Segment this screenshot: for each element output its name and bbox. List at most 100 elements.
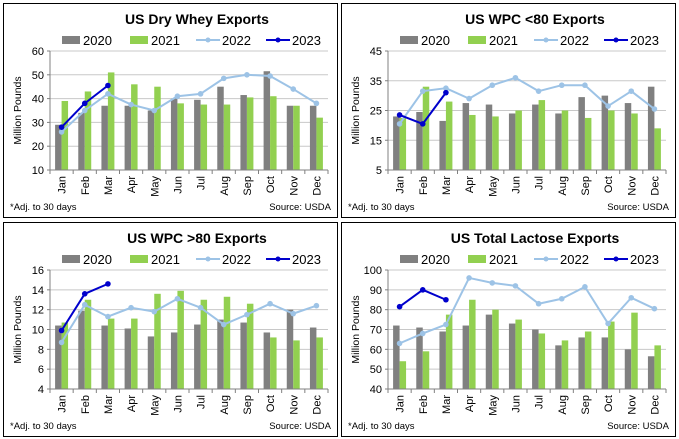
bar-2021-jan (399, 361, 407, 389)
y-tick-label: 14 (32, 285, 44, 297)
bar-2020-dec (309, 105, 317, 170)
bar-2021-dec (316, 337, 323, 389)
point-2022-dec (313, 302, 320, 309)
x-axis: Jan Feb Mar Apr May Jun Jul Aug Sep Oct Nov Dec (387, 388, 667, 416)
legend-swatch-2021 (130, 255, 148, 263)
y-tick-label: 5 (376, 165, 382, 177)
bar-2021-may (154, 86, 161, 170)
legend-marker-2022 (543, 37, 549, 43)
x-axis: Jan Feb Mar Apr May Jun Jul Aug Sep Oct Nov Dec (387, 169, 667, 197)
y-tick-label: 25 (370, 106, 382, 118)
bars (55, 290, 323, 389)
point-2023-mar (443, 89, 449, 96)
bar-2021-jan (399, 117, 407, 170)
x-tick-label: May (149, 395, 161, 416)
lines (58, 281, 320, 346)
bar-2020-aug (555, 345, 562, 389)
bar-series-2020 (393, 314, 655, 389)
y-axis: 5 15 25 35 45 (370, 46, 389, 177)
bar-2020-dec (309, 327, 317, 389)
point-2022-apr (128, 101, 134, 108)
legend-label-2020: 2020 (83, 33, 112, 48)
chart-panel-dry-whey: US Dry Whey Exports 2020 2021 2022 2023 10 20 3… (3, 3, 338, 218)
bar-2020-jul (532, 104, 539, 170)
bar-2020-mar (439, 120, 446, 170)
source-note: Source: USDA (607, 202, 669, 213)
bar-2021-oct (608, 321, 615, 389)
bar-2020-may (147, 110, 155, 170)
x-tick-label: Aug (557, 395, 569, 415)
point-2023-feb (419, 287, 426, 293)
y-tick-label: 20 (32, 141, 44, 153)
legend-marker-2022 (543, 256, 549, 262)
point-2022-jan (396, 121, 403, 127)
x-tick-label: Nov (626, 395, 638, 415)
bar-2021-aug (561, 340, 569, 389)
legend-item-2022: 2022 (534, 33, 589, 48)
bar-2021-mar (445, 101, 453, 170)
point-2022-may (151, 308, 158, 315)
x-tick-label: Dec (649, 176, 661, 196)
bar-2021-feb (84, 299, 92, 389)
x-tick-label: Jan (57, 395, 69, 413)
bar-2021-aug (223, 104, 231, 170)
chart-panel-wpc-under-80: US WPC <80 Exports 2020 2021 2022 2023 5 15 25 3… (341, 3, 676, 218)
x-tick-label: Jul (534, 395, 546, 409)
bar-2021-oct (270, 337, 277, 389)
point-2022-mar (105, 313, 111, 320)
point-2023-feb (81, 291, 88, 297)
point-2022-dec (651, 106, 658, 112)
bar-2020-jan (55, 325, 62, 389)
bar-2021-jul (538, 333, 546, 389)
x-tick-label: Dec (311, 176, 323, 196)
point-2022-apr (128, 304, 134, 311)
chart-legend: 2020 2021 2022 2023 (62, 252, 321, 267)
bar-2021-sep (584, 331, 592, 389)
legend-label-2021: 2021 (489, 33, 518, 48)
bars (393, 86, 661, 170)
point-2022-mar (105, 91, 111, 97)
x-tick-label: Jun (172, 176, 184, 194)
bar-2020-may (485, 104, 493, 170)
bar-2020-mar (101, 105, 108, 170)
y-axis: 4 6 8 10 12 14 16 (32, 265, 51, 396)
legend-label-2022: 2022 (222, 252, 251, 267)
y-tick-label: 10 (32, 325, 44, 337)
bar-2021-aug (561, 110, 569, 170)
y-tick-label: 90 (370, 285, 382, 297)
point-2022-apr (466, 95, 472, 102)
legend-item-2023: 2023 (266, 252, 321, 267)
x-tick-label: Apr (464, 395, 476, 412)
y-axis: 10 20 30 40 50 60 (32, 46, 51, 177)
point-2023-mar (105, 82, 111, 89)
bar-2020-may (485, 314, 493, 389)
bar-2021-apr (131, 84, 138, 170)
x-tick-label: Feb (418, 395, 430, 414)
line-series-2022 (396, 74, 658, 127)
bar-2021-oct (608, 110, 615, 170)
y-tick-label: 15 (370, 135, 382, 147)
line-2022 (60, 297, 317, 343)
bars (393, 299, 661, 389)
point-2022-apr (466, 275, 472, 281)
x-tick-label: Nov (288, 176, 300, 196)
x-tick-label: Nov (288, 395, 300, 415)
chart-svg: US WPC >80 Exports 2020 2021 2022 2023 4 6 8 10 1… (10, 230, 332, 432)
legend-label-2020: 2020 (421, 252, 450, 267)
y-axis-label: Million Pounds (12, 76, 24, 144)
bar-2021-dec (316, 117, 323, 170)
legend-label-2023: 2023 (292, 33, 321, 48)
x-tick-label: Mar (441, 395, 453, 414)
bar-2021-may (492, 116, 499, 170)
legend-label-2021: 2021 (151, 252, 180, 267)
bar-2020-oct (601, 337, 609, 389)
legend-marker-2022 (205, 256, 211, 262)
bar-series-2020 (55, 71, 317, 170)
bar-series-2020 (393, 86, 655, 170)
source-note: Source: USDA (607, 421, 669, 432)
point-2022-may (151, 107, 158, 114)
bar-2020-jan (393, 116, 400, 170)
chart-panel-wpc-over-80: US WPC >80 Exports 2020 2021 2022 2023 4 6 8 10 1… (3, 222, 338, 437)
y-tick-label: 4 (38, 384, 44, 396)
y-tick-label: 40 (32, 94, 44, 106)
